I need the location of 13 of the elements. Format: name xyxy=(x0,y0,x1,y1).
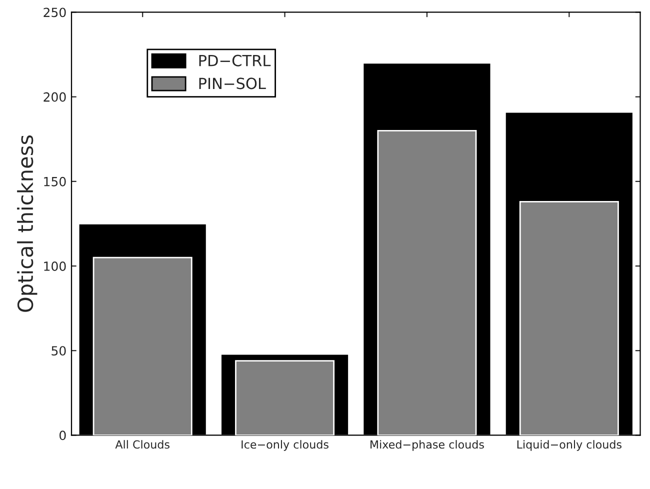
y-tick-label: 50 xyxy=(52,346,66,356)
y-tick-label: 0 xyxy=(60,430,66,440)
x-tick-label: All Clouds xyxy=(115,440,170,449)
y-axis-title: Optical thickness xyxy=(17,135,38,312)
y-tick-label: 250 xyxy=(44,8,66,18)
legend-label: PD−CTRL xyxy=(199,54,271,66)
x-tick-label: Ice−only clouds xyxy=(242,440,328,451)
y-tick-label: 100 xyxy=(44,261,66,271)
y-tick-label: 200 xyxy=(44,92,66,102)
legend-label: PIN−SOL xyxy=(199,78,266,90)
y-tick-label: 150 xyxy=(44,176,66,186)
x-tick-label: Mixed−phase clouds xyxy=(370,440,484,451)
x-tick-label: Liquid−only clouds xyxy=(517,440,622,451)
